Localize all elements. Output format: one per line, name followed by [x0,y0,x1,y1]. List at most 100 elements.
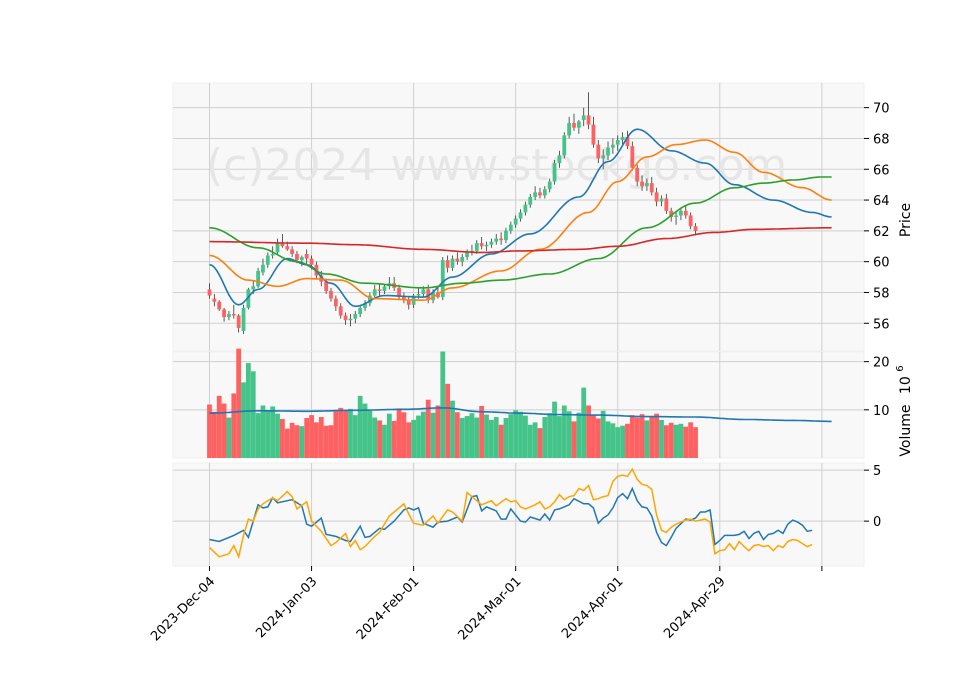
candle-body [372,289,377,296]
volume-bar [241,382,246,458]
volume-bar [391,420,397,458]
candle-body [513,218,518,225]
price-y-tick-label: 64 [873,194,890,209]
data-layer [207,92,832,560]
volume-bar [289,422,295,458]
volume-bar [367,410,373,458]
volume-bar [678,423,684,458]
candle-body [299,257,304,261]
volume-bar [683,426,689,458]
price-y-tick-label: 58 [873,286,890,301]
candle-body [538,192,542,196]
candle-body [576,121,581,128]
candle-body [601,155,606,159]
candle-body [217,301,222,310]
candle-body [683,210,688,216]
volume-bar [610,423,616,458]
indicator-line-2 [208,467,813,560]
candle-body [270,253,275,256]
candle-body [547,181,552,190]
volume-bar [663,425,669,458]
volume-bar [600,410,606,458]
candle-body [523,204,528,213]
candle-body [610,144,615,148]
candle-body [406,300,411,305]
candle-body [562,135,567,156]
volume-bar [236,348,242,458]
candle-body [363,303,367,308]
indicator-line-1 [209,486,813,547]
volume-bar [542,417,548,458]
candle-body [499,238,503,241]
watermark: (c)2024 www.stockgo.com [206,140,787,191]
grid-layer [172,82,865,567]
candle-body [625,136,630,147]
volume-bar [474,417,480,458]
volume-bar [348,408,353,458]
candle-body [649,183,654,193]
volume-bar [284,428,290,458]
volume-bar [484,414,489,458]
volume-bar [586,405,591,458]
volume-bar [420,411,426,458]
candle-body [338,306,343,316]
price-y-tick-label: 70 [873,102,890,117]
volume-bar [668,422,674,458]
volume-bar [216,395,222,458]
candle-body [630,146,635,168]
candle-body [367,295,372,304]
candle-body [256,270,260,287]
volume-bar [488,419,494,458]
candle-body [251,286,256,290]
candle-body [450,258,455,268]
moving-average-line-ma60 [209,227,832,254]
volume-bar [620,425,625,458]
volume-bar [557,416,562,458]
candle-body [285,246,290,250]
candle-body [445,260,450,268]
volume-bar [649,416,655,458]
volume-bar [377,420,382,458]
volume-bar [469,413,475,458]
volume-bar [343,410,348,458]
volume-bar [372,417,378,458]
candle-body [669,210,674,217]
candle-body [460,257,465,262]
candle-body [333,298,338,307]
volume-bar [275,413,280,458]
volume-bar [654,413,660,458]
volume-bar [605,421,611,458]
candle-body [329,290,333,299]
volume-bar [318,417,324,458]
volume-bar [265,410,271,458]
volume-bar [454,412,460,458]
candle-body [421,289,426,295]
moving-average-line-ma20 [209,176,832,289]
volume-bar [688,422,694,458]
volume-bar [416,415,421,458]
volume-bar [581,387,587,458]
candle-body [645,183,649,187]
candle-body [440,260,445,298]
candle-body [664,198,669,211]
volume-bar [464,416,470,458]
volume-bar [207,404,212,458]
volume-bar [299,426,305,458]
volume-bar [314,422,319,458]
volume-bar [323,425,329,458]
volume-bar [425,399,431,458]
volume-bar [459,418,465,458]
volume-bar [338,407,344,458]
ind-panel-background [172,462,865,567]
volume-bar [270,406,276,458]
candle-body [382,286,387,291]
volume-bar [673,424,679,458]
candle-body [353,314,358,319]
candle-body [236,315,241,328]
moving-average-line-ma10 [209,139,832,301]
price-panel-background [172,82,865,352]
candle-body [494,238,499,242]
candle-body [489,241,494,245]
candle-body [465,252,469,258]
volume-bar [406,422,412,458]
